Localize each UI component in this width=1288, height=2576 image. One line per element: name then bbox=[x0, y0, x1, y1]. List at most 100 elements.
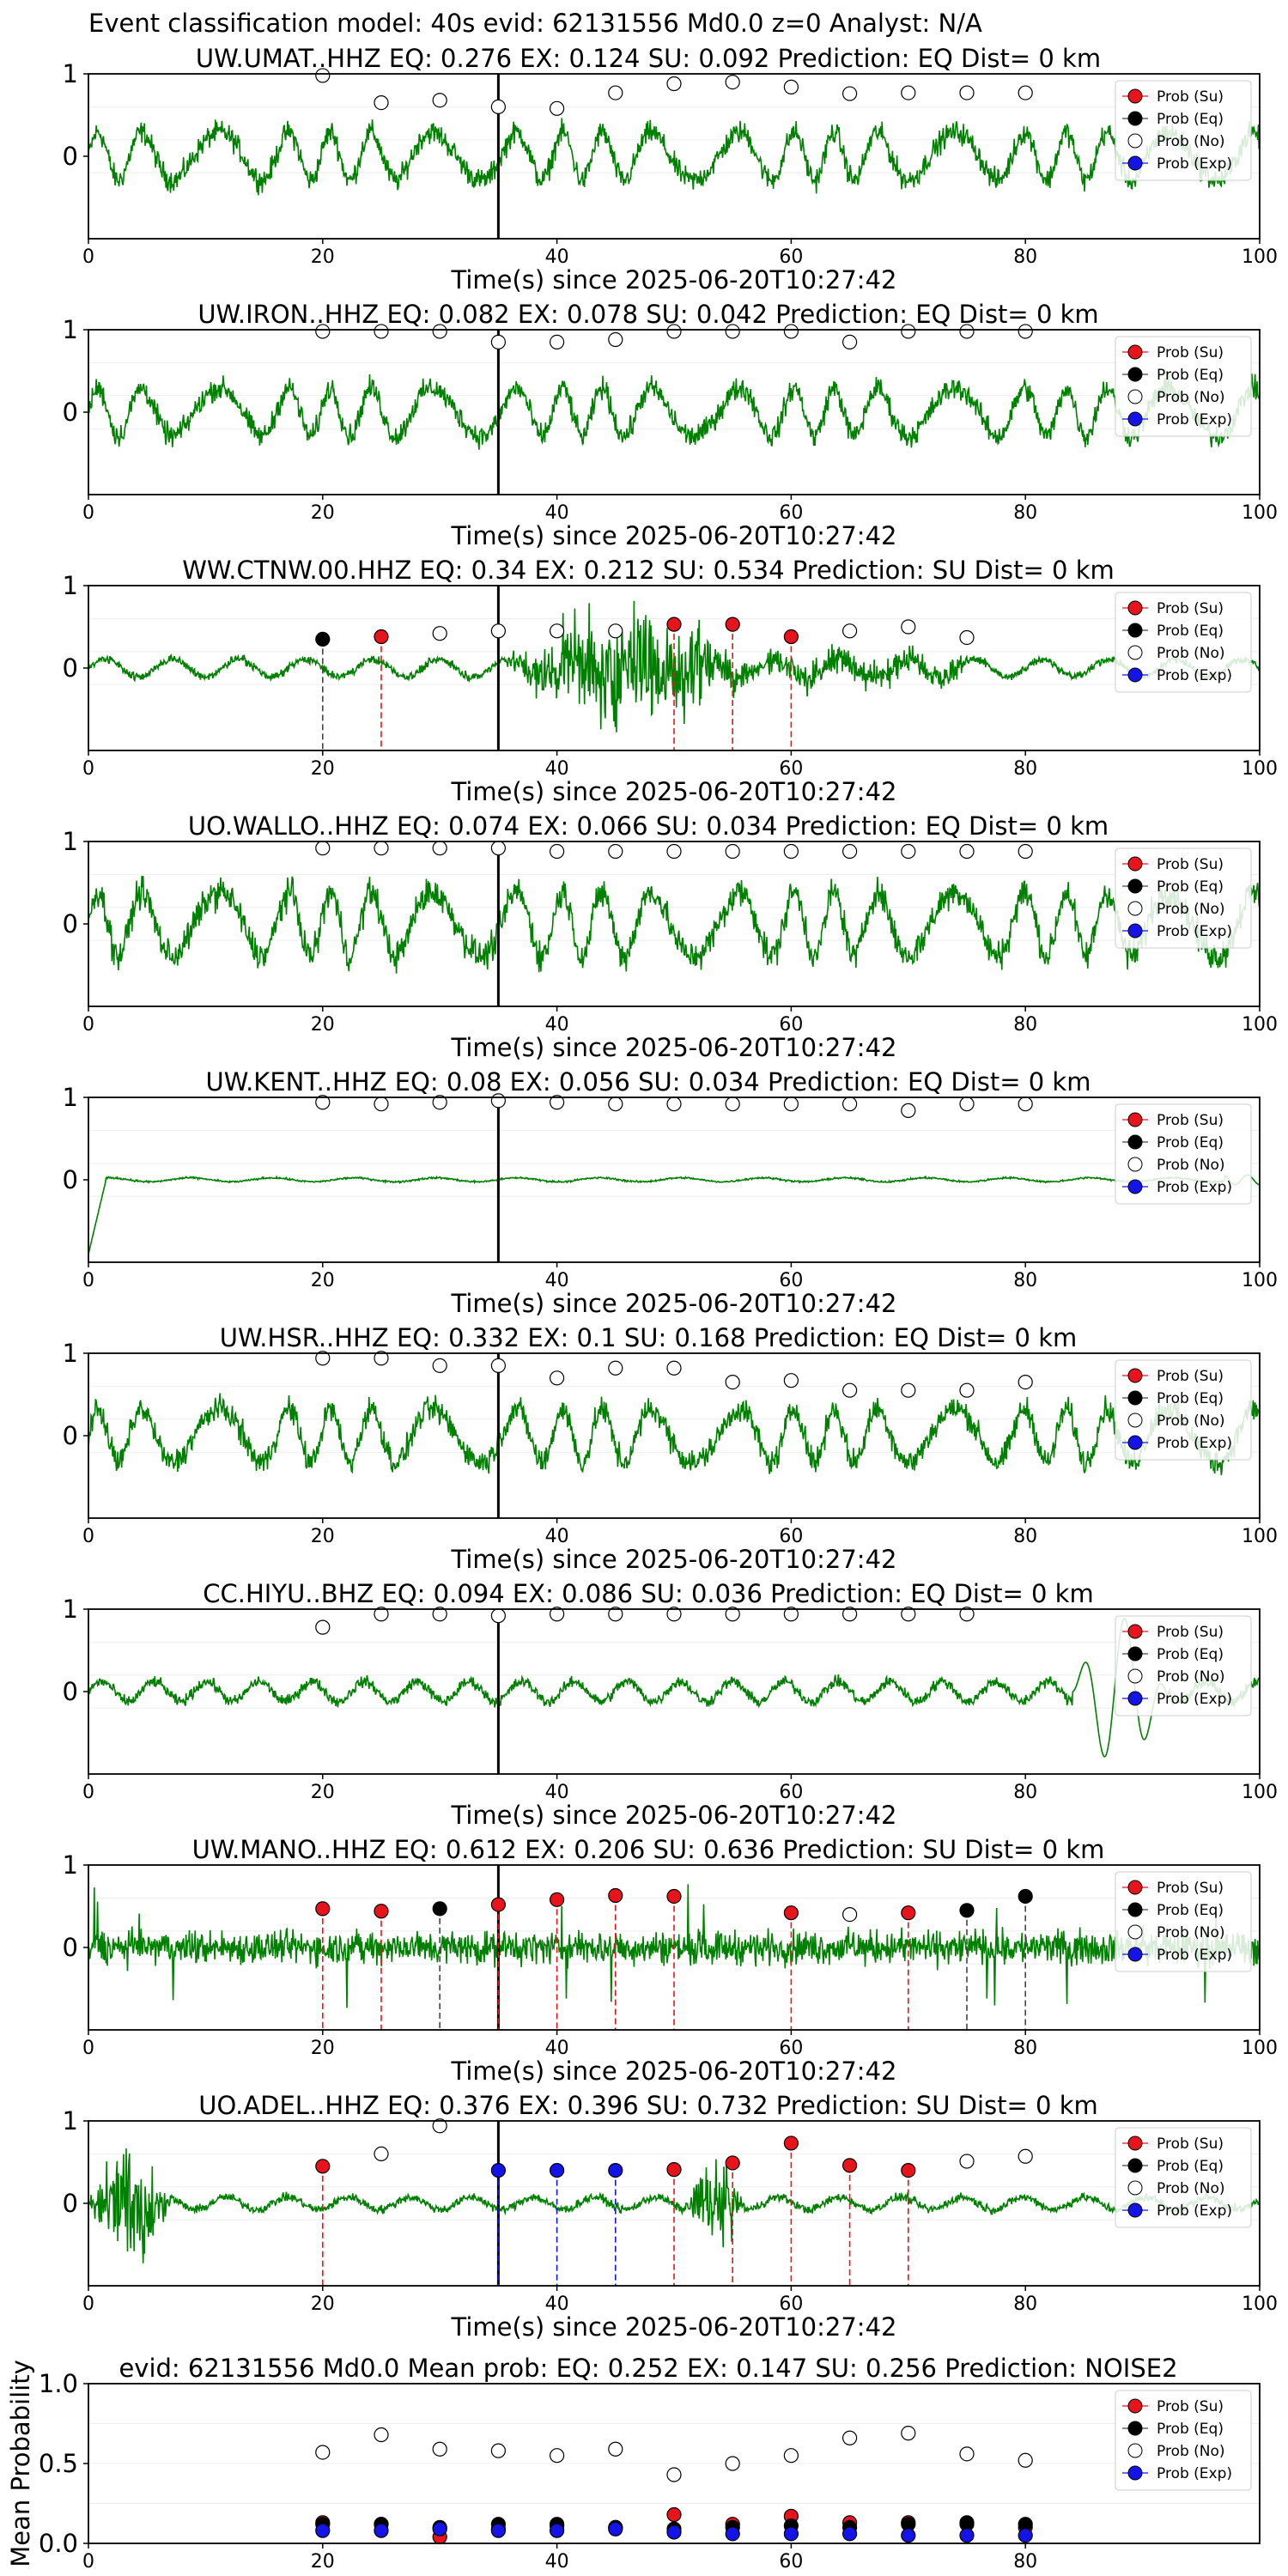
y-tick-label: 0 bbox=[63, 398, 78, 427]
x-axis-label: Time(s) since 2025-06-20T10:27:42 bbox=[451, 1545, 897, 1574]
y-tick-label: 1 bbox=[63, 827, 78, 856]
panel-7: CC.HIYU..BHZ EQ: 0.094 EX: 0.086 SU: 0.0… bbox=[63, 1579, 1278, 1830]
prob-point-no bbox=[374, 324, 389, 339]
x-tick-label: 100 bbox=[1242, 1526, 1278, 1547]
x-axis-label: Time(s) since 2025-06-20T10:27:42 bbox=[451, 2057, 897, 2086]
prob-point-no bbox=[666, 1607, 682, 1622]
prob-point-no bbox=[959, 843, 975, 860]
legend-label: Prob (Exp) bbox=[1157, 155, 1232, 173]
prob-point-no bbox=[783, 1607, 799, 1622]
x-tick-label: 80 bbox=[1013, 758, 1037, 780]
panel-title: WW.CTNW.00.HHZ EQ: 0.34 EX: 0.212 SU: 0.… bbox=[182, 556, 1115, 585]
legend-label: Prob (Eq) bbox=[1157, 1134, 1224, 1151]
panel-2: UW.IRON..HHZ EQ: 0.082 EX: 0.078 SU: 0.0… bbox=[63, 300, 1278, 550]
legend-label: Prob (Su) bbox=[1157, 2398, 1224, 2415]
prob-point-no bbox=[841, 623, 858, 639]
x-tick-label: 0 bbox=[82, 1526, 94, 1547]
y-tick-label: 0 bbox=[63, 142, 78, 171]
legend-box bbox=[1115, 2127, 1252, 2228]
prob-point-no bbox=[374, 94, 389, 111]
panel-title: UO.WALLO..HHZ EQ: 0.074 EX: 0.066 SU: 0.… bbox=[188, 811, 1109, 841]
waveform-trace bbox=[88, 1618, 1261, 1758]
legend-marker bbox=[1127, 389, 1143, 404]
panel-title: UW.HSR..HHZ EQ: 0.332 EX: 0.1 SU: 0.168 … bbox=[220, 1323, 1078, 1352]
legend-marker bbox=[1127, 411, 1143, 427]
x-tick-label: 20 bbox=[311, 1014, 335, 1036]
x-tick-label: 0 bbox=[82, 1782, 94, 1803]
y-tick-label: 0 bbox=[63, 1677, 78, 1706]
legend-label: Prob (Eq) bbox=[1157, 367, 1224, 384]
legend-label: Prob (Su) bbox=[1157, 2136, 1224, 2153]
mean-point-exp bbox=[783, 2526, 799, 2542]
x-tick-label: 80 bbox=[1013, 502, 1037, 524]
prob-point-su bbox=[374, 1904, 389, 1919]
legend-label: Prob (Exp) bbox=[1157, 667, 1232, 684]
mean-point-exp bbox=[549, 2523, 565, 2538]
prob-point-no bbox=[432, 841, 447, 856]
legend-marker bbox=[1127, 2136, 1143, 2151]
x-tick-label: 0 bbox=[82, 1270, 94, 1291]
prob-point-no bbox=[1018, 843, 1033, 860]
prob-point-no bbox=[608, 1607, 623, 1622]
legend-label: Prob (Exp) bbox=[1157, 923, 1232, 940]
x-tick-label: 60 bbox=[779, 2293, 803, 2315]
x-tick-label: 60 bbox=[779, 1782, 803, 1803]
legend: Prob (Su) Prob (Eq) Prob (No) Prob (Exp) bbox=[1115, 2127, 1252, 2228]
legend-label: Prob (Su) bbox=[1157, 1368, 1224, 1385]
legend-label: Prob (Su) bbox=[1157, 856, 1224, 873]
legend-box bbox=[1115, 336, 1252, 437]
x-tick-label: 0 bbox=[82, 246, 94, 268]
legend-marker bbox=[1127, 1390, 1143, 1406]
legend-label: Prob (No) bbox=[1157, 1413, 1225, 1430]
x-tick-label: 80 bbox=[1013, 246, 1037, 268]
prob-point-no bbox=[959, 629, 975, 646]
legend-marker bbox=[1127, 1646, 1143, 1662]
legend-marker bbox=[1127, 856, 1143, 872]
prob-point-su bbox=[315, 2159, 331, 2174]
legend-box bbox=[1115, 1103, 1252, 1205]
legend-label: Prob (No) bbox=[1157, 2443, 1225, 2460]
legend-label: Prob (Eq) bbox=[1157, 111, 1224, 128]
prob-point-no bbox=[1018, 1374, 1033, 1390]
x-tick-label: 100 bbox=[1242, 2038, 1278, 2059]
panel-4: UO.WALLO..HHZ EQ: 0.074 EX: 0.066 SU: 0.… bbox=[63, 811, 1278, 1062]
prob-point-no bbox=[374, 2146, 389, 2161]
prob-point-no bbox=[608, 331, 623, 348]
prob-point-no bbox=[841, 843, 858, 860]
prob-point-no bbox=[549, 100, 565, 116]
prob-point-su bbox=[666, 1888, 682, 1905]
prob-point-exp bbox=[608, 2163, 623, 2178]
panel-title: UW.MANO..HHZ EQ: 0.612 EX: 0.206 SU: 0.6… bbox=[192, 1835, 1105, 1864]
legend-marker bbox=[1127, 2180, 1143, 2196]
mean-point-no bbox=[490, 2443, 507, 2458]
prob-point-no bbox=[841, 1382, 858, 1398]
prob-point-no bbox=[783, 843, 799, 860]
legend-label: Prob (Eq) bbox=[1157, 2421, 1224, 2438]
prob-point-no bbox=[608, 85, 623, 100]
prob-point-su bbox=[374, 629, 389, 645]
prob-point-no bbox=[608, 1360, 623, 1376]
panel-title: UO.ADEL..HHZ EQ: 0.376 EX: 0.396 SU: 0.7… bbox=[198, 2091, 1098, 2120]
legend-marker bbox=[1127, 1902, 1143, 1917]
legend-box bbox=[1115, 1615, 1252, 1716]
panel-title: UW.KENT..HHZ EQ: 0.08 EX: 0.056 SU: 0.03… bbox=[206, 1067, 1091, 1097]
prob-point-no bbox=[901, 324, 916, 339]
prob-point-no bbox=[608, 623, 623, 639]
x-tick-label: 0 bbox=[82, 2551, 94, 2573]
legend-label: Prob (Exp) bbox=[1157, 1691, 1232, 1708]
x-tick-label: 20 bbox=[311, 1782, 335, 1803]
legend-marker bbox=[1127, 1435, 1143, 1450]
prob-point-su bbox=[549, 1892, 565, 1907]
x-tick-label: 60 bbox=[779, 1526, 803, 1547]
x-tick-label: 60 bbox=[779, 246, 803, 268]
legend: Prob (Su) Prob (Eq) Prob (No) Prob (Exp) bbox=[1115, 80, 1252, 181]
legend-marker bbox=[1127, 600, 1143, 616]
legend: Prob (Su) Prob (Eq) Prob (No) Prob (Exp) bbox=[1115, 592, 1252, 693]
x-tick-label: 80 bbox=[1013, 1270, 1037, 1291]
x-tick-label: 20 bbox=[311, 502, 335, 524]
legend-label: Prob (Eq) bbox=[1157, 623, 1224, 640]
prob-point-no bbox=[490, 1093, 507, 1109]
legend-box bbox=[1115, 80, 1252, 181]
legend-label: Prob (Exp) bbox=[1157, 1179, 1232, 1196]
waveform-trace bbox=[88, 1884, 1261, 2008]
